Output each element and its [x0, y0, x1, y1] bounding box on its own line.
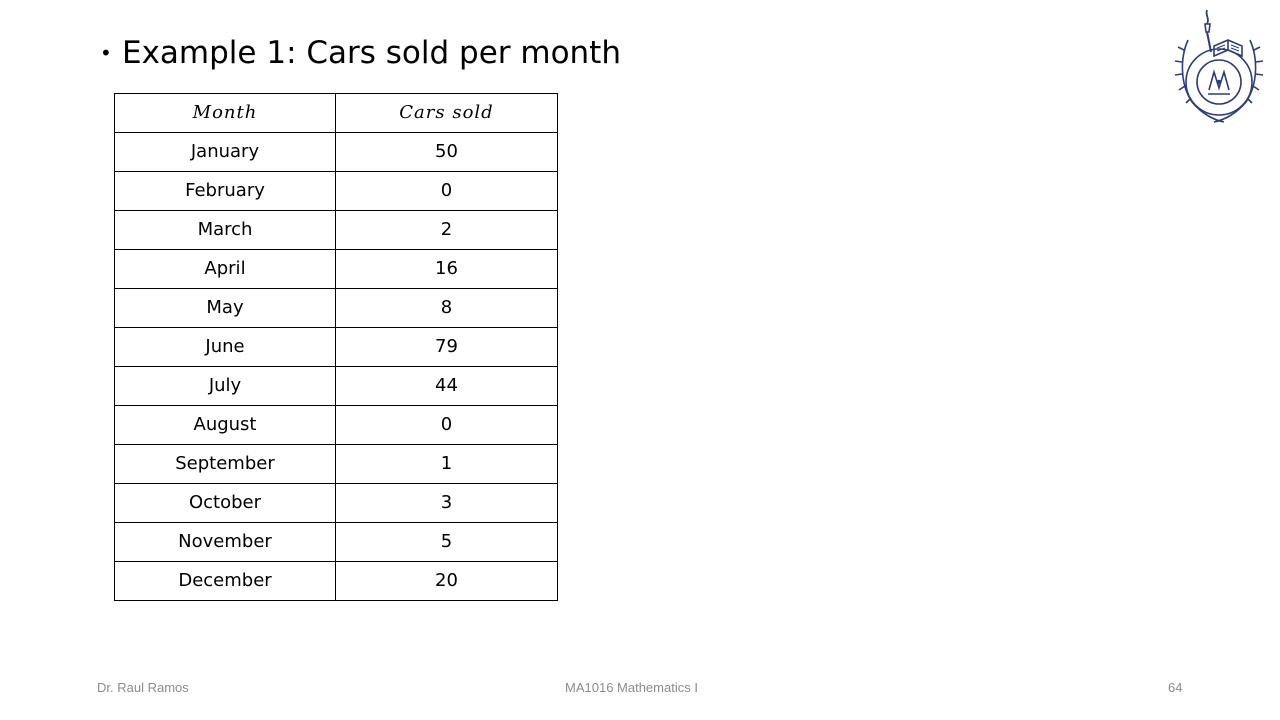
cars-sold-table: Month Cars sold January 50 February 0 Marc… [114, 93, 558, 601]
table-row: July 44 [114, 366, 558, 406]
table-row: December 20 [114, 561, 558, 601]
month-cell: September [114, 444, 336, 484]
month-cell: March [114, 210, 336, 250]
cars-sold-cell: 8 [335, 288, 558, 328]
slide-title: • Example 1: Cars sold per month [100, 30, 621, 76]
table-row: November 5 [114, 522, 558, 562]
cars-sold-cell: 1 [335, 444, 558, 484]
table-row: March 2 [114, 210, 558, 250]
table-row: February 0 [114, 171, 558, 211]
cars-sold-cell: 79 [335, 327, 558, 367]
month-cell: October [114, 483, 336, 523]
month-cell: February [114, 171, 336, 211]
cars-sold-cell: 16 [335, 249, 558, 289]
university-seal-icon [1174, 9, 1264, 123]
column-header-cars-sold: Cars sold [335, 93, 558, 133]
column-header-month: Month [114, 93, 336, 133]
table-row: May 8 [114, 288, 558, 328]
table-row: October 3 [114, 483, 558, 523]
cars-sold-cell: 2 [335, 210, 558, 250]
footer-page-number: 64 [1168, 680, 1183, 695]
month-cell: June [114, 327, 336, 367]
cars-sold-cell: 20 [335, 561, 558, 601]
month-cell: July [114, 366, 336, 406]
table-row: June 79 [114, 327, 558, 367]
table-row: January 50 [114, 132, 558, 172]
cars-sold-cell: 0 [335, 171, 558, 211]
footer-course: MA1016 Mathematics I [565, 680, 698, 695]
month-cell: December [114, 561, 336, 601]
month-cell: May [114, 288, 336, 328]
cars-sold-cell: 0 [335, 405, 558, 445]
footer-author: Dr. Raul Ramos [97, 680, 189, 695]
cars-sold-cell: 5 [335, 522, 558, 562]
month-cell: November [114, 522, 336, 562]
bullet-icon: • [100, 41, 112, 65]
table-row: April 16 [114, 249, 558, 289]
month-cell: April [114, 249, 336, 289]
month-cell: August [114, 405, 336, 445]
table-header-row: Month Cars sold [114, 93, 558, 133]
cars-sold-cell: 50 [335, 132, 558, 172]
slide-title-text: Example 1: Cars sold per month [122, 35, 621, 71]
cars-sold-cell: 3 [335, 483, 558, 523]
table-row: August 0 [114, 405, 558, 445]
table-row: September 1 [114, 444, 558, 484]
cars-sold-cell: 44 [335, 366, 558, 406]
month-cell: January [114, 132, 336, 172]
